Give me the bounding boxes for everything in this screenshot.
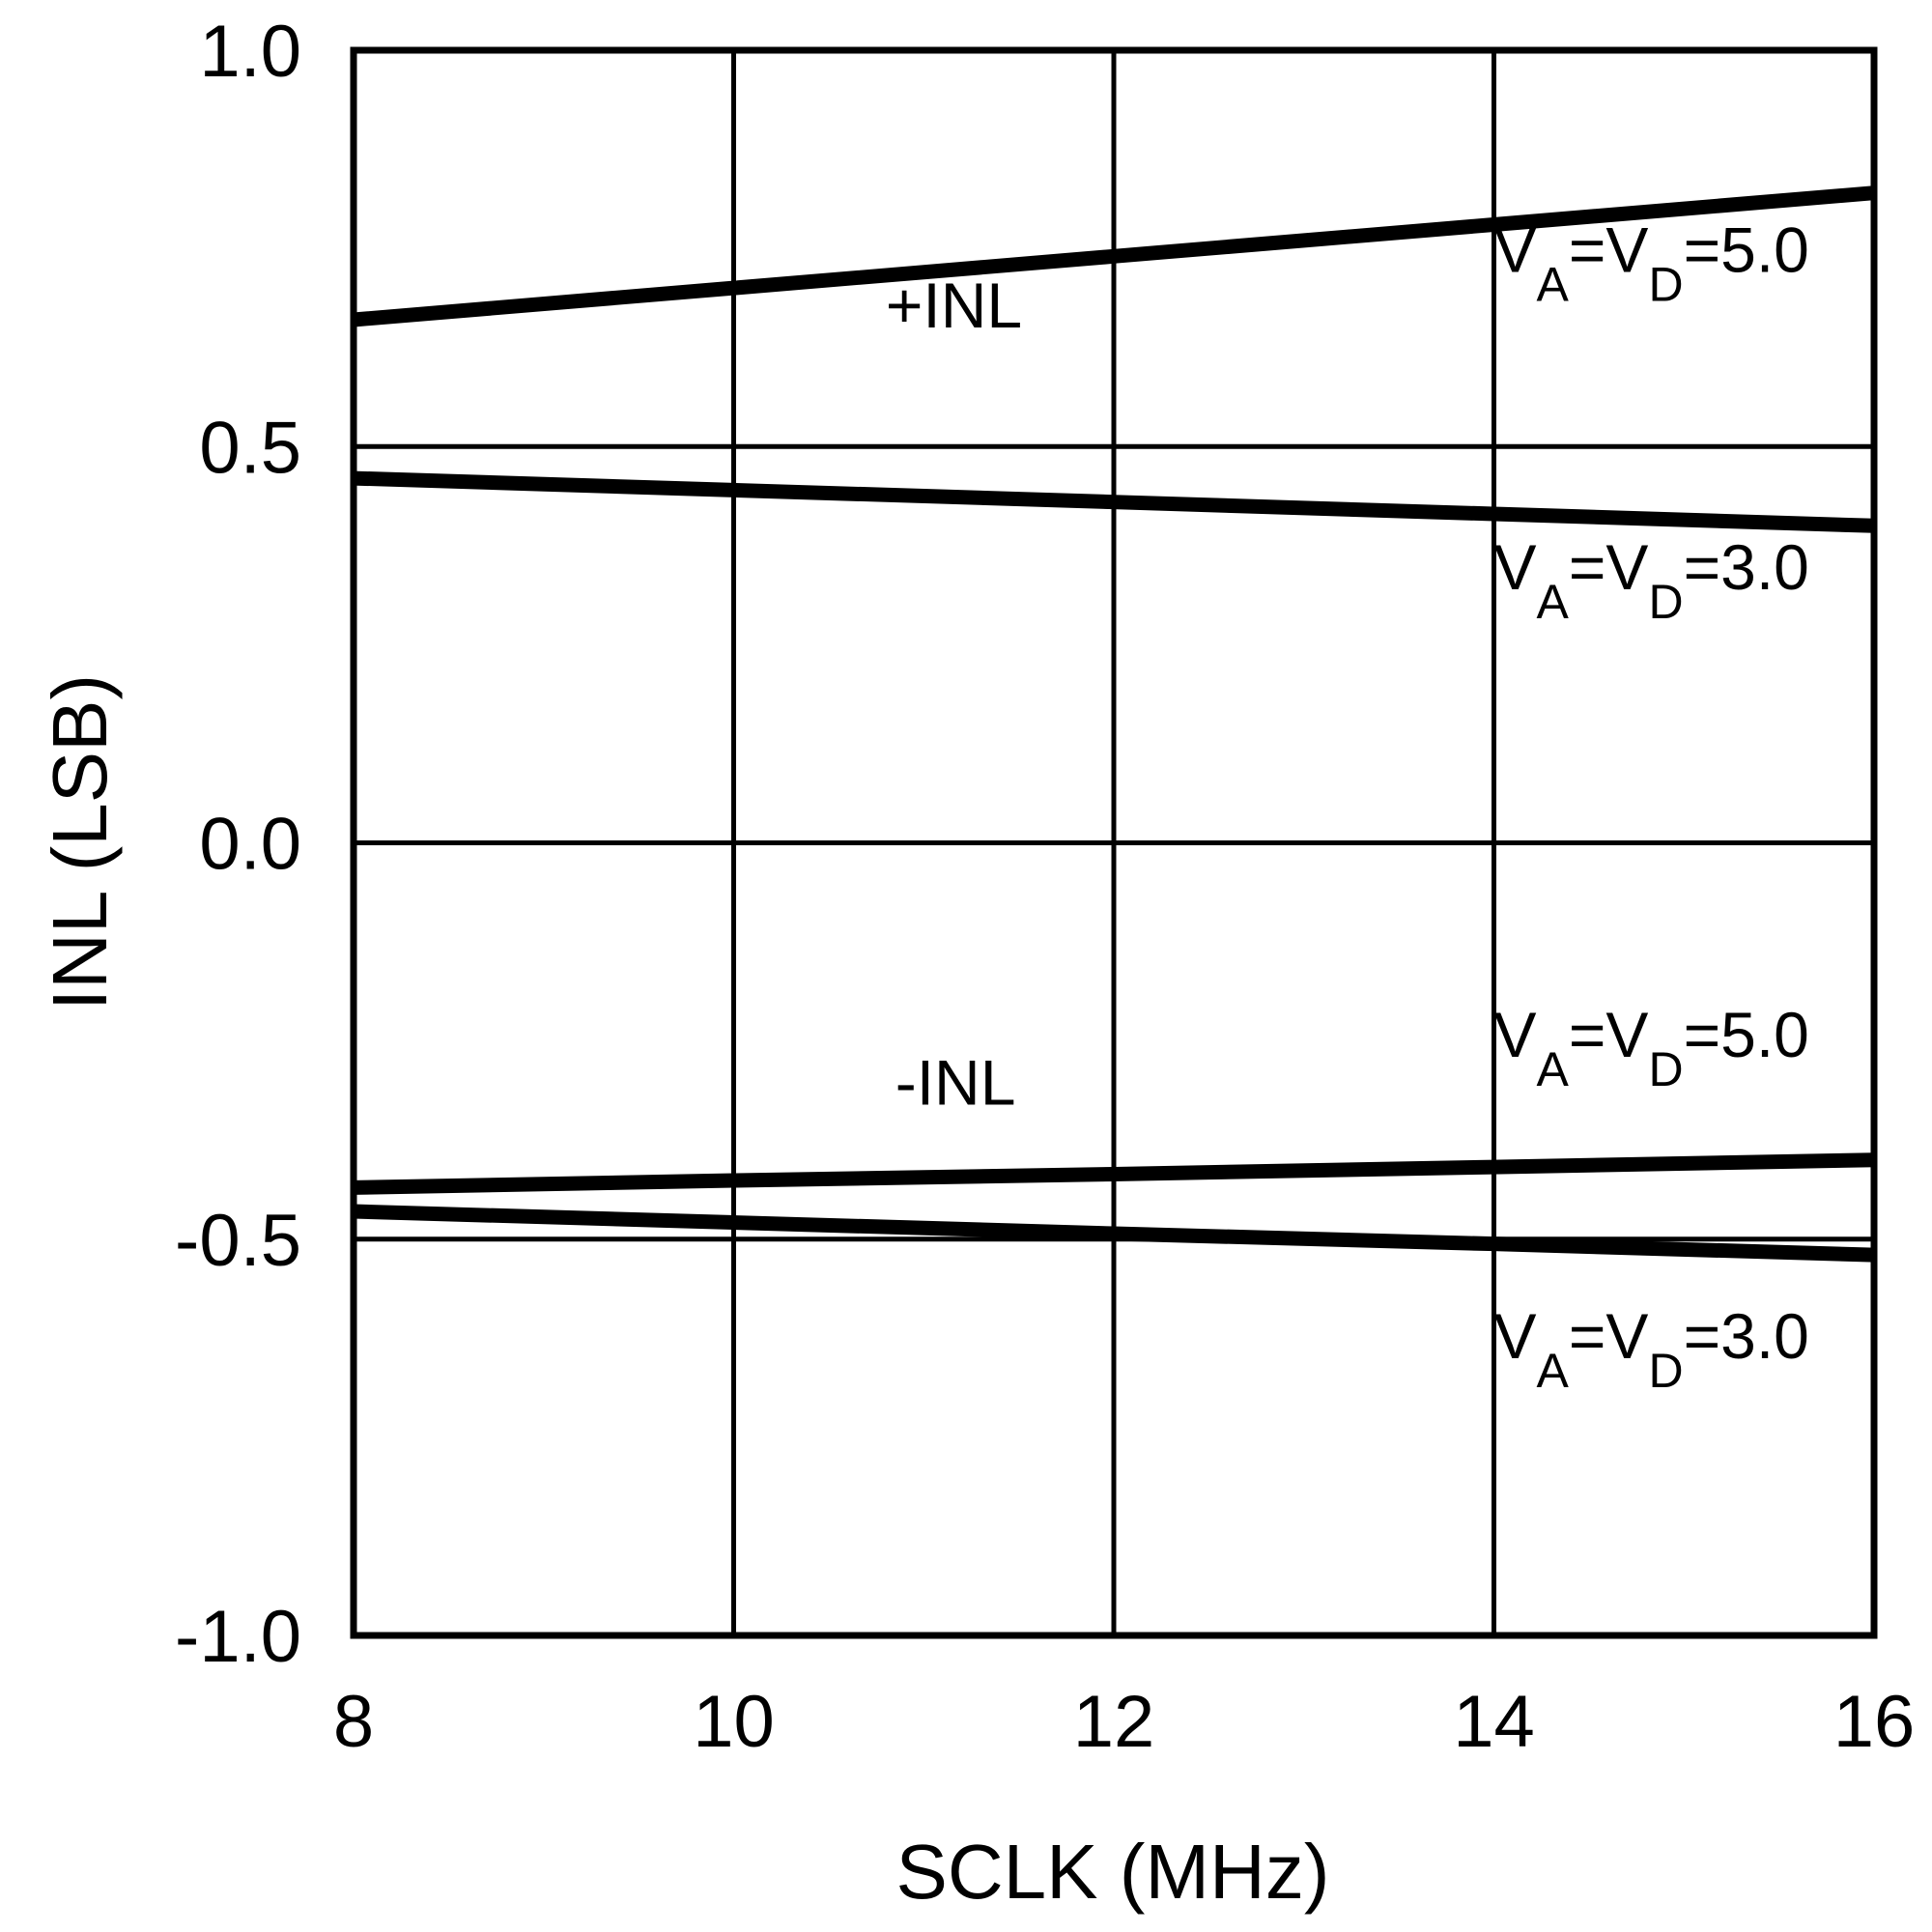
x-axis-tick-labels: 8 10 12 14 16 — [333, 1681, 1915, 1763]
x-tick-label: 16 — [1833, 1681, 1916, 1763]
supply-voltage-label: VA=VD=5.0 — [1494, 999, 1809, 1096]
supply-voltage-label: VA=VD=5.0 — [1494, 214, 1809, 312]
y-axis-title: INL (LSB) — [37, 674, 123, 1010]
supply-voltage-label: VA=VD=3.0 — [1494, 1300, 1809, 1398]
x-tick-label: 10 — [693, 1681, 775, 1763]
inl-group-label: -INL — [895, 1046, 1016, 1118]
inl-group-label: +INL — [886, 270, 1022, 341]
series-line — [353, 470, 1875, 533]
series-line — [353, 185, 1875, 327]
y-tick-label: -1.0 — [175, 1596, 301, 1678]
curve-annotations: +INL -INL VA=VD=5.0 VA=VD=3.0 VA=VD=5.0 VA=VD… — [886, 214, 1809, 1398]
y-tick-label: 0.5 — [199, 407, 301, 489]
series-line — [353, 1152, 1875, 1195]
x-tick-label: 12 — [1073, 1681, 1155, 1763]
y-tick-label: 0.0 — [199, 804, 301, 886]
x-axis-title: SCLK (MHz) — [896, 1829, 1330, 1915]
y-tick-label: -0.5 — [175, 1200, 301, 1282]
series-line — [353, 1204, 1875, 1263]
plot-frame — [350, 46, 1878, 1639]
data-series — [353, 185, 1875, 1263]
x-tick-label: 8 — [333, 1681, 374, 1763]
supply-voltage-label: VA=VD=3.0 — [1494, 531, 1809, 629]
y-tick-label: 1.0 — [199, 11, 301, 93]
y-axis-tick-labels: 1.0 0.5 0.0 -0.5 -1.0 — [175, 11, 301, 1678]
x-tick-label: 14 — [1453, 1681, 1535, 1763]
